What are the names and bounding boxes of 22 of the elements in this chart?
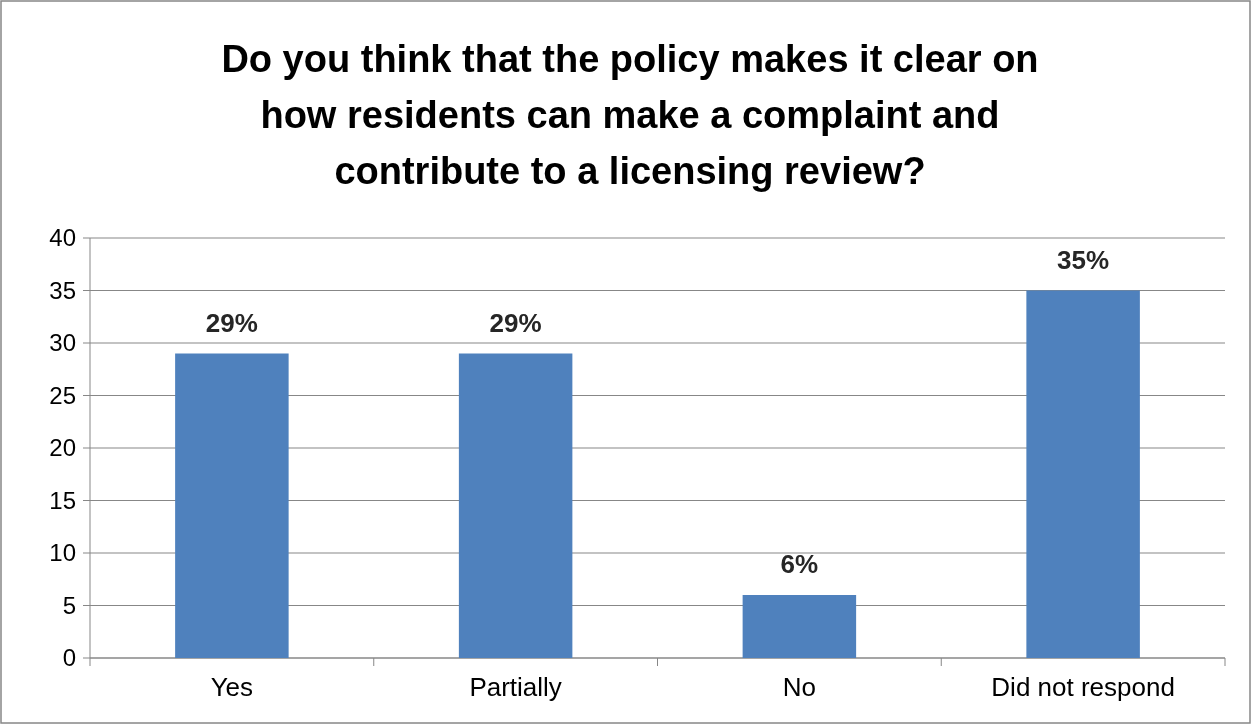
data-label: 29% <box>489 307 542 338</box>
y-tick-label: 0 <box>62 644 76 672</box>
bar <box>458 353 573 658</box>
x-tick-label: No <box>782 672 816 702</box>
data-label: 29% <box>205 307 258 338</box>
x-tick-label: Yes <box>210 672 254 702</box>
y-tick-label: 30 <box>49 329 76 357</box>
x-tick-label: Partially <box>469 672 562 702</box>
bar <box>1026 290 1140 658</box>
x-tick-label: Did not respond <box>991 672 1175 702</box>
y-tick-label: 35 <box>49 276 76 304</box>
chart-title: Do you think that the policy makes it clear on how residents can make a complaint and contribute to a licensing review? <box>221 38 1039 192</box>
y-tick-label: 15 <box>49 486 76 514</box>
data-label: 35% <box>1057 244 1110 275</box>
y-tick-label: 40 <box>49 224 76 252</box>
y-tick-label: 10 <box>49 539 76 567</box>
y-tick-label: 5 <box>62 591 76 619</box>
data-label: 6% <box>780 549 819 579</box>
y-tick-label: 20 <box>49 434 76 462</box>
bar <box>742 595 857 658</box>
y-tick-label: 25 <box>49 381 76 409</box>
bar <box>175 353 289 658</box>
